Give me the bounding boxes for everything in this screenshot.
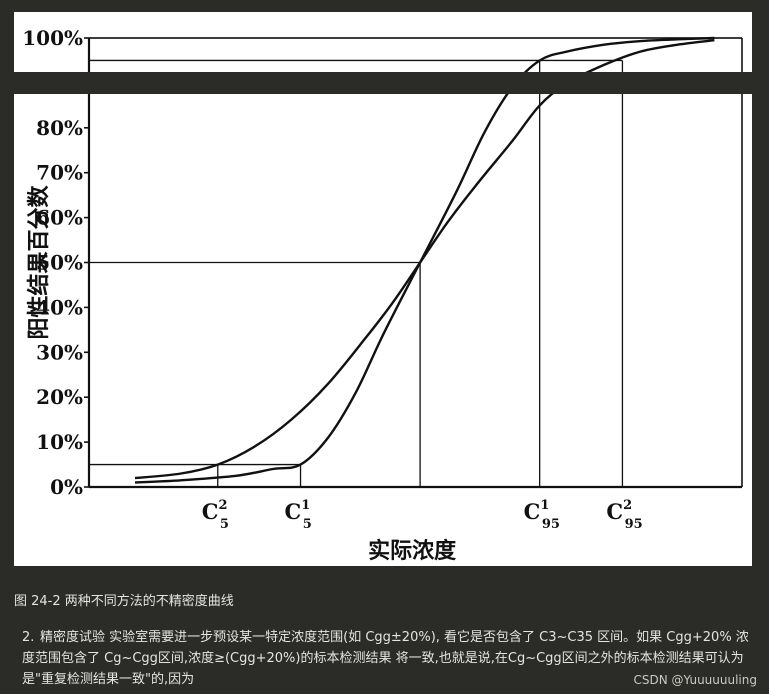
y-tick-label: 80% xyxy=(36,116,83,140)
x-marker-label: C2 95 xyxy=(606,498,642,532)
figure-caption: 图 24-2 两种不同方法的不精密度曲线 xyxy=(14,594,234,609)
x-marker-label: C1 95 xyxy=(524,498,560,532)
y-tick-label: 20% xyxy=(36,385,83,409)
chart-svg: 0%10%20%30%40%50%60%70%80%90%100%C25C15C… xyxy=(22,26,743,564)
y-tick-label: 60% xyxy=(36,206,83,230)
y-tick-label: 50% xyxy=(36,251,83,275)
y-axis-title: 阳性结果百分数 xyxy=(26,185,52,340)
y-tick-label: 70% xyxy=(36,161,83,185)
y-tick-label: 30% xyxy=(36,340,83,364)
overlay-band xyxy=(14,72,752,94)
watermark: CSDN @Yuuuuuuling xyxy=(633,673,757,687)
series-curve-2 xyxy=(134,36,715,484)
y-tick-label: 40% xyxy=(36,295,83,319)
note-paragraph: 2. 精密度试验 实验室需要进一步预设某一特定浓度范围(如 Cgg±20%), 看… xyxy=(22,627,757,690)
y-tick-label: 100% xyxy=(22,26,83,50)
x-marker-label: C2 5 xyxy=(202,498,229,532)
y-tick-label: 0% xyxy=(50,475,83,499)
x-axis-title: 实际浓度 xyxy=(368,538,457,564)
y-tick-label: 10% xyxy=(36,430,83,454)
series-curve-1 xyxy=(134,39,715,480)
note-text: 精密度试验 实验室需要进一步预设某一特定浓度范围(如 Cgg±20%), 看它是… xyxy=(22,630,749,687)
x-marker-label: C1 5 xyxy=(285,498,312,532)
chart-figure: 0%10%20%30%40%50%60%70%80%90%100%C25C15C… xyxy=(14,12,752,566)
note-number: 2. xyxy=(22,630,35,645)
